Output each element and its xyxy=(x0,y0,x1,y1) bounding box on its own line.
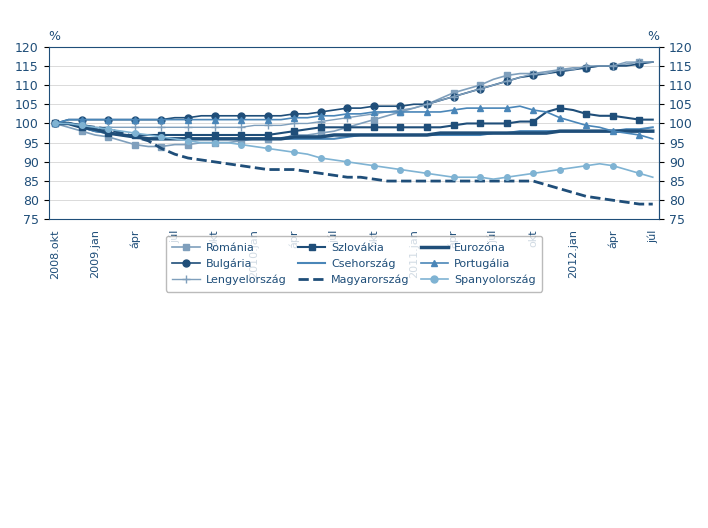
Legend: Románia, Bulgária, Lengyelország, Szlovákia, Csehország, Magyarország, Eurozóna,: Románia, Bulgária, Lengyelország, Szlová… xyxy=(166,236,542,291)
Text: %: % xyxy=(647,30,659,43)
Text: %: % xyxy=(49,30,61,43)
